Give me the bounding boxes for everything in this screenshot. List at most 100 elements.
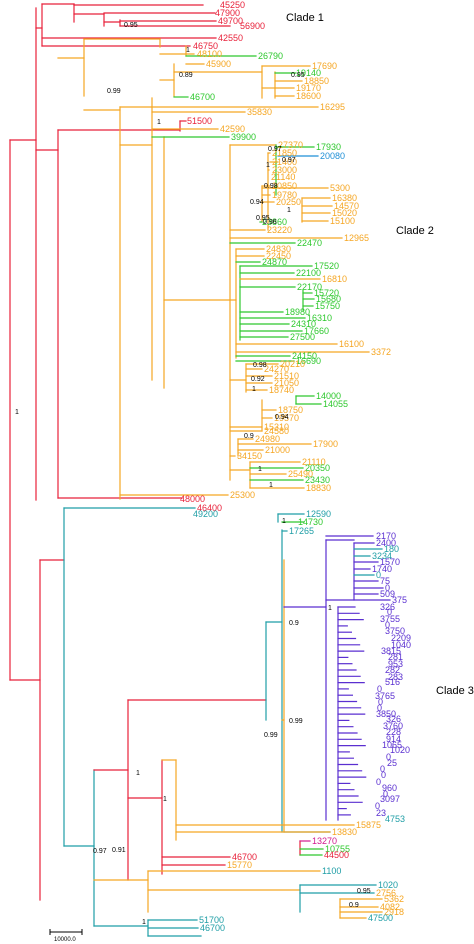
tip-label: 22170 [297, 282, 322, 292]
tip-label: 19780 [272, 190, 297, 200]
tip-label: 46700 [200, 923, 225, 933]
scale-bar-label: 10000.0 [54, 937, 76, 943]
tip-label: 15750 [315, 301, 340, 311]
tip-label: 16690 [296, 356, 321, 366]
tip-label: 12590 [306, 509, 331, 519]
tip-label: 25 [387, 758, 397, 768]
support-value: 1 [328, 605, 332, 612]
tip-label: 45250 [220, 0, 245, 10]
tip-label: 180 [384, 544, 399, 554]
tip-label: 18830 [306, 483, 331, 493]
support-value: 0.95 [357, 888, 371, 895]
tip-label: 914 [386, 734, 401, 744]
tip-label: 18750 [278, 405, 303, 415]
tip-label: 46400 [197, 503, 222, 513]
tip-label: 21140 [271, 172, 295, 182]
tip-label: 16310 [307, 313, 332, 323]
tip-label: 21050 [274, 378, 299, 388]
tip-label: 17520 [314, 261, 339, 271]
tip-label: 3815 [381, 646, 401, 656]
tip-label: 509 [380, 589, 395, 599]
tip-label: 2918 [384, 907, 404, 917]
support-value: 0.98 [253, 362, 267, 369]
tip-label: 0 [376, 570, 381, 580]
support-value: 1 [136, 770, 140, 777]
tip-label: 3850 [376, 709, 396, 719]
tip-label: 16810 [322, 274, 347, 284]
tip-label: 0 [387, 607, 392, 617]
tip-label: 23000 [272, 165, 297, 175]
tip-label: 15875 [356, 820, 381, 830]
support-value: 0.92 [251, 376, 265, 383]
tip-label: 228 [386, 727, 401, 737]
tip-label: 1065 [382, 740, 402, 750]
tip-label: 24150 [292, 351, 317, 361]
tip-label: 0 [381, 770, 386, 780]
tip-label: 49200 [193, 509, 218, 519]
tip-label: 26790 [258, 51, 283, 61]
tip-label: 56900 [240, 21, 265, 31]
tip-label: 19170 [296, 83, 321, 93]
support-value: 1 [186, 47, 190, 54]
tip-label: 960 [382, 783, 397, 793]
tip-label: 13830 [332, 827, 357, 837]
tip-label: 516 [385, 677, 400, 687]
tip-label: 5362 [384, 894, 404, 904]
tip-label: 20210 [280, 359, 305, 369]
support-value: 1 [282, 518, 286, 525]
support-value: 0.95 [291, 72, 305, 79]
support-value: 1 [15, 409, 19, 416]
tip-label: 75 [380, 576, 390, 586]
tip-label: 14055 [323, 399, 348, 409]
tip-label: 17690 [312, 61, 337, 71]
support-value: 0.9 [349, 902, 359, 909]
tip-label: 45900 [206, 59, 231, 69]
support-value: 1 [163, 796, 167, 803]
tip-label: 35830 [247, 107, 272, 117]
tip-label: 326 [386, 714, 401, 724]
tip-label: 17660 [304, 326, 329, 336]
tip-label: 27500 [290, 332, 315, 342]
tip-label: 23220 [267, 225, 292, 235]
support-value: 0.98 [264, 183, 278, 190]
tip-label: 20080 [320, 151, 345, 161]
tip-label: 18980 [285, 307, 310, 317]
support-value: 0.89 [179, 72, 193, 79]
tip-label: 1020 [378, 880, 398, 890]
tip-label: 17265 [289, 526, 314, 536]
tip-label: 2170 [376, 531, 396, 541]
tip-label: 19570 [274, 413, 299, 423]
tip-label: 42550 [218, 33, 243, 43]
support-value: 0.96 [263, 219, 277, 226]
tip-label: 0 [375, 801, 380, 811]
tip-label: 22100 [296, 268, 321, 278]
tree-branches [9, 3, 391, 937]
support-value: 0.99 [264, 732, 278, 739]
tip-label: 22470 [297, 238, 322, 248]
tip-label: 22450 [266, 251, 291, 261]
tip-label: 49700 [218, 16, 243, 26]
tip-label: 0 [376, 777, 381, 787]
tip-label: 375 [392, 595, 407, 605]
tip-label: 23 [376, 808, 386, 818]
tip-label: 4082 [380, 902, 400, 912]
tip-label: 15680 [316, 294, 341, 304]
tip-label: 15770 [227, 860, 252, 870]
tip-label: 44500 [324, 850, 349, 860]
tip-label: 0 [385, 620, 390, 630]
clade-2-label: Clade 2 [396, 225, 434, 237]
tip-label: 16380 [332, 193, 357, 203]
tip-label: 281 [388, 652, 403, 662]
support-value: 1 [252, 386, 256, 393]
support-value: 0.94 [250, 199, 264, 206]
support-value: 0.97 [93, 848, 107, 855]
tip-label: 3765 [375, 691, 395, 701]
clade-3-label: Clade 3 [436, 685, 474, 697]
tip-label: 25300 [230, 490, 255, 500]
tip-label: 20350 [305, 463, 330, 473]
tip-label: 24870 [262, 257, 287, 267]
support-value: 0.9 [289, 620, 299, 627]
tip-label: 23430 [305, 475, 330, 485]
